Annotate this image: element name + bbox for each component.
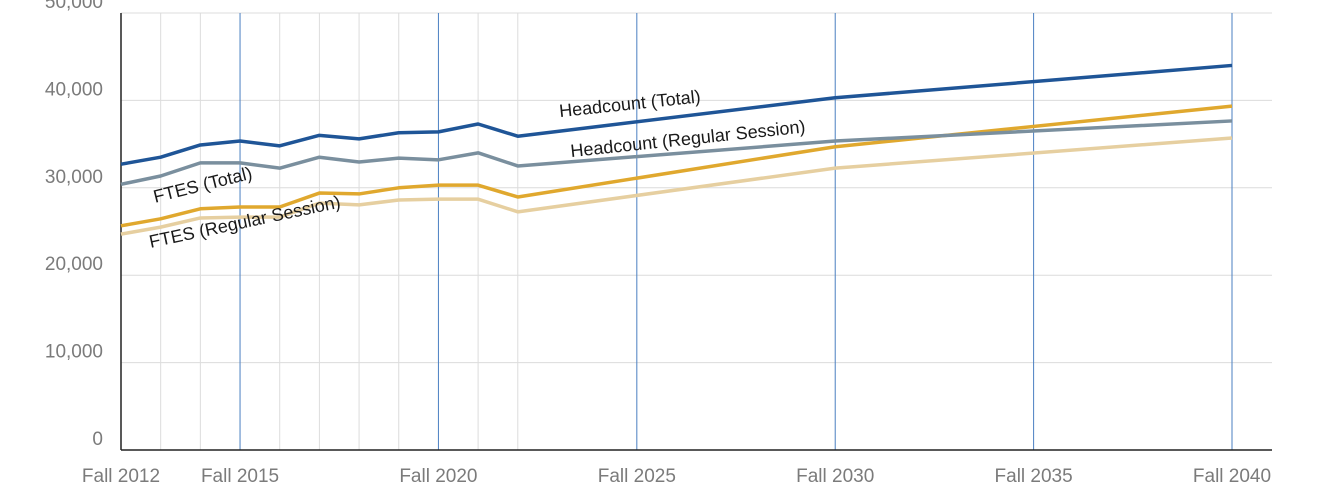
series-annotation: FTES (Total) <box>151 163 254 207</box>
x-tick-label: Fall 2020 <box>399 466 477 487</box>
x-tick-label: Fall 2030 <box>796 466 874 487</box>
y-tick-label: 30,000 <box>45 167 103 188</box>
series-line <box>120 63 1233 166</box>
y-tick-label: 20,000 <box>45 254 103 275</box>
x-tick-label: Fall 2035 <box>995 466 1073 487</box>
x-tick-label: Fall 2012 <box>82 466 160 487</box>
x-tick-label: Fall 2040 <box>1193 466 1271 487</box>
series-line <box>120 104 1233 228</box>
y-tick-label: 10,000 <box>45 342 103 363</box>
y-tick-label: 40,000 <box>45 79 103 100</box>
series-line <box>120 119 1233 187</box>
y-tick-label: 50,000 <box>45 0 103 13</box>
x-tick-label: Fall 2025 <box>598 466 676 487</box>
x-tick-label: Fall 2015 <box>201 466 279 487</box>
y-tick-label: 0 <box>92 429 103 450</box>
series-line <box>120 136 1233 236</box>
